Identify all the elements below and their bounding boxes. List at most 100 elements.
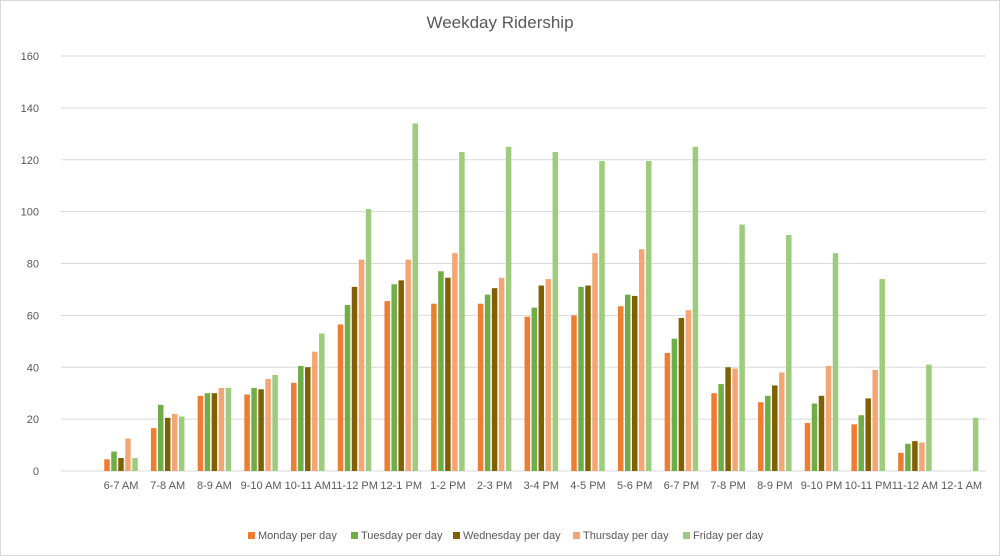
x-tick-label: 12-1 PM — [380, 480, 422, 492]
bar — [157, 404, 164, 471]
bar — [244, 394, 250, 471]
legend-item: Wednesday per day — [453, 530, 561, 542]
bar — [344, 305, 351, 471]
bar — [711, 393, 717, 471]
bar — [258, 389, 264, 471]
y-tick-label: 40 — [27, 362, 39, 374]
bar — [692, 146, 699, 471]
bar — [104, 459, 110, 471]
bar — [272, 375, 278, 471]
x-tick-label: 11-12 AM — [892, 480, 938, 492]
legend-item: Tuesday per day — [351, 530, 443, 542]
legend-item: Thursday per day — [573, 530, 669, 542]
legend-item: Friday per day — [683, 530, 764, 542]
bar — [358, 259, 365, 471]
x-tick-label: 7-8 AM — [150, 480, 185, 492]
bar — [452, 253, 458, 471]
bar — [319, 333, 325, 471]
x-tick-label: 8-9 PM — [757, 480, 792, 492]
bar — [851, 424, 857, 471]
bar — [312, 351, 318, 471]
bar — [484, 294, 491, 471]
bar — [545, 279, 552, 471]
bar — [524, 316, 531, 471]
bar — [164, 417, 171, 471]
x-tick-label: 5-6 PM — [617, 480, 652, 492]
bar — [505, 146, 512, 471]
bar — [919, 442, 925, 471]
y-tick-label: 60 — [27, 310, 39, 322]
bar — [225, 388, 232, 471]
bar — [178, 416, 185, 471]
legend-label: Friday per day — [693, 530, 764, 542]
bar — [638, 249, 645, 471]
bar — [725, 367, 731, 471]
bar — [118, 458, 124, 471]
bar — [365, 209, 372, 471]
bar — [811, 403, 818, 471]
bar — [405, 259, 411, 471]
bar — [150, 428, 157, 471]
y-tick-label: 160 — [21, 51, 39, 63]
bar — [552, 151, 559, 471]
bar — [438, 271, 444, 471]
bar — [718, 384, 724, 471]
bar — [445, 277, 451, 471]
bar — [858, 415, 864, 471]
chart-title: Weekday Ridership — [426, 13, 573, 32]
bar — [218, 388, 225, 471]
x-tick-label: 4-5 PM — [570, 480, 605, 492]
y-axis-ticks: 0 20 40 60 80 100 120 140 160 — [21, 51, 39, 478]
bar — [211, 393, 218, 471]
bar — [898, 452, 904, 471]
bar — [538, 285, 545, 471]
x-tick-label: 9-10 AM — [241, 480, 282, 492]
bar — [879, 279, 885, 471]
bar — [431, 303, 437, 471]
x-axis-ticks: 6-7 AM 7-8 AM 8-9 AM 9-10 AM 10-11 AM 11-12 P… — [104, 480, 983, 492]
bar — [671, 338, 678, 471]
bar — [391, 284, 397, 471]
bar — [412, 123, 418, 471]
bar — [972, 417, 979, 471]
bar — [592, 253, 598, 471]
bar — [197, 395, 204, 471]
bar — [912, 441, 918, 471]
x-tick-label: 10-11 AM — [285, 480, 331, 492]
legend-swatch — [351, 532, 358, 539]
bar — [132, 458, 138, 471]
legend-swatch — [683, 532, 690, 539]
bar — [337, 324, 344, 471]
bar — [685, 310, 692, 471]
bar — [585, 285, 591, 471]
x-tick-label: 8-9 AM — [197, 480, 232, 492]
legend-item: Monday per day — [248, 530, 337, 542]
bar — [645, 161, 652, 471]
bar — [732, 368, 738, 471]
legend-swatch — [453, 532, 460, 539]
bar — [758, 402, 764, 471]
bar — [291, 382, 297, 471]
y-tick-label: 120 — [21, 155, 39, 167]
bar — [678, 317, 685, 471]
bar — [825, 365, 832, 471]
bar — [818, 395, 825, 471]
y-tick-label: 20 — [27, 414, 39, 426]
bar — [111, 451, 117, 471]
x-tick-label: 7-8 PM — [710, 480, 745, 492]
bar — [477, 303, 484, 471]
bar — [617, 306, 624, 471]
y-tick-label: 0 — [33, 466, 39, 478]
bar — [531, 307, 538, 471]
legend-label: Thursday per day — [583, 530, 669, 542]
legend-label: Wednesday per day — [463, 530, 561, 542]
x-tick-label: 11-12 PM — [331, 480, 378, 492]
x-tick-label: 1-2 PM — [430, 480, 465, 492]
legend: Monday per day Tuesday per day Wednesday p… — [248, 530, 764, 542]
x-tick-label: 10-11 PM — [845, 480, 892, 492]
x-tick-label: 3-4 PM — [524, 480, 559, 492]
bar — [351, 286, 358, 471]
bar — [251, 388, 257, 471]
bars — [104, 123, 979, 471]
